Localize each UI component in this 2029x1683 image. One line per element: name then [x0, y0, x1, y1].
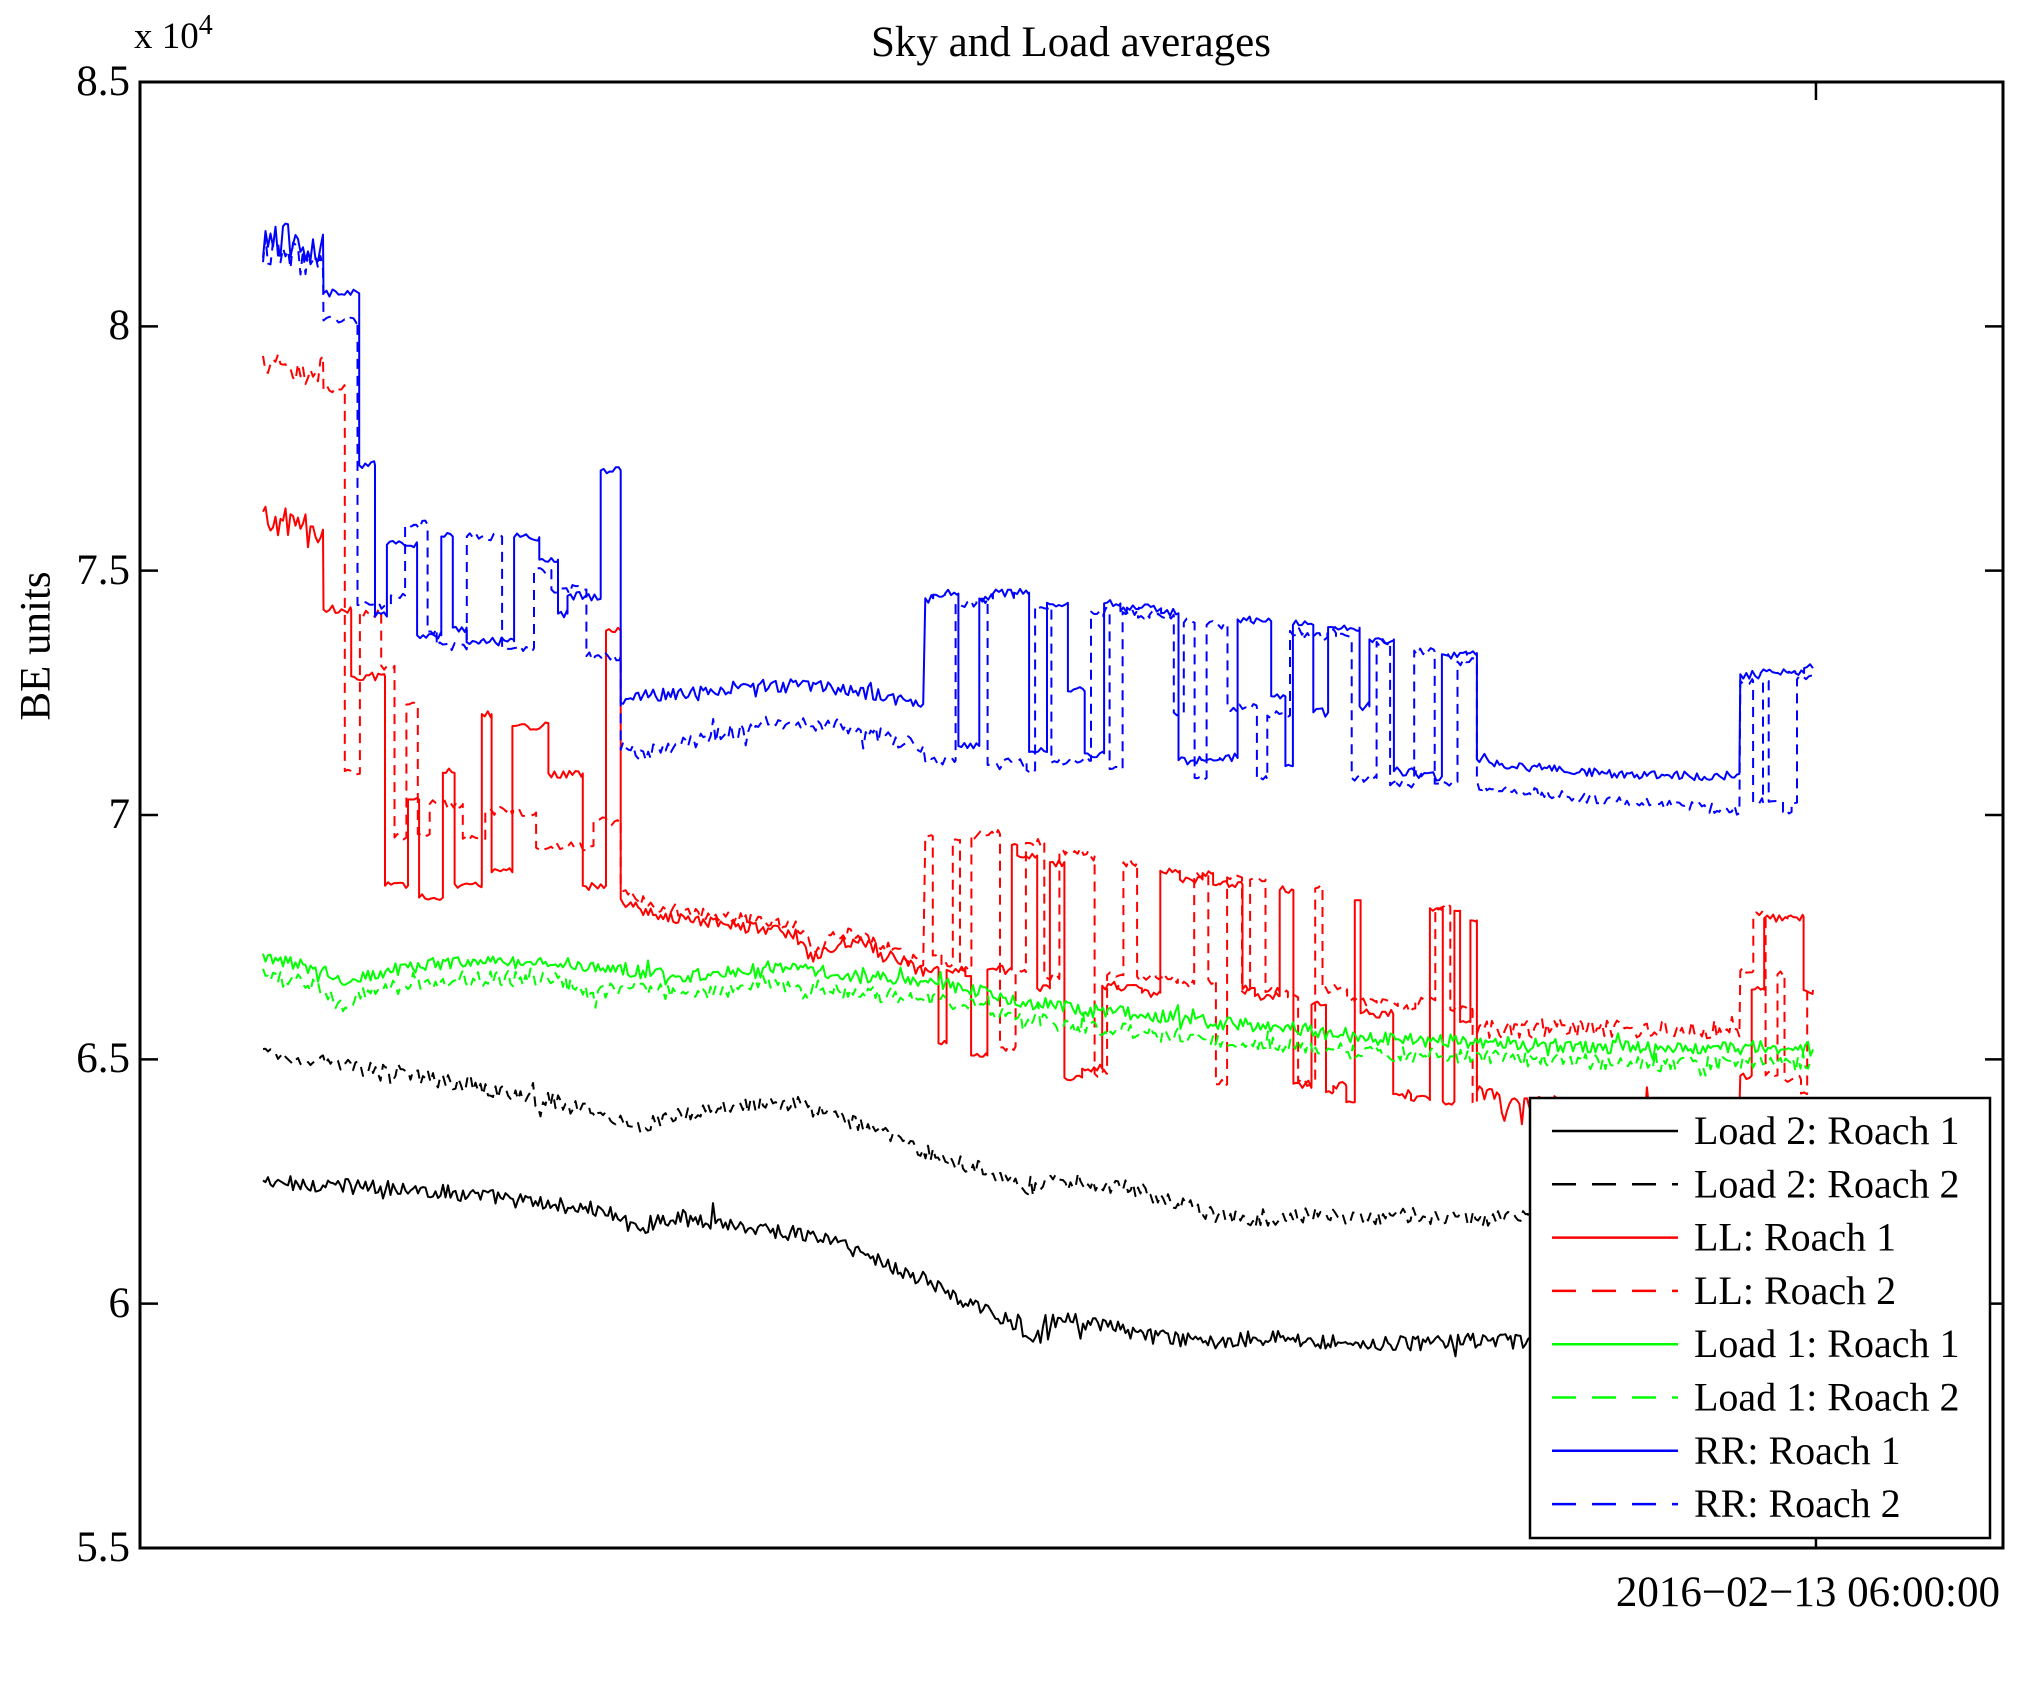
series-rr-roach-2: [262, 236, 1814, 816]
legend-item-label: Load 2: Roach 2: [1694, 1161, 1960, 1206]
legend-item-label: Load 1: Roach 2: [1694, 1375, 1960, 1420]
x-tick-label: 2016−02−13 06:00:00: [1615, 1569, 2000, 1616]
legend-item-label: RR: Roach 2: [1694, 1481, 1901, 1526]
series-load-1-roach-2: [262, 967, 1814, 1077]
series-load-1-roach-1: [262, 953, 1814, 1061]
legend-item-label: RR: Roach 1: [1694, 1428, 1901, 1473]
series-ll-roach-2: [262, 353, 1814, 1106]
y-axis-exponent: x 104: [134, 10, 213, 58]
y-tick-label: 5.5: [76, 1524, 130, 1571]
y-tick-label: 6.5: [76, 1035, 130, 1083]
legend-item-label: Load 1: Roach 1: [1694, 1321, 1960, 1366]
legend-box: [1528, 1096, 1992, 1540]
y-tick-label: 8.5: [76, 58, 130, 105]
legend-item-label: LL: Roach 1: [1694, 1215, 1896, 1260]
y-exponent-power: 4: [198, 10, 213, 41]
legend-item-label: Load 2: Roach 1: [1694, 1108, 1960, 1153]
series-rr-roach-1: [262, 222, 1814, 782]
y-tick-label: 8: [108, 302, 131, 350]
series-ll-roach-1: [262, 505, 1814, 1129]
y-tick-label: 6: [108, 1279, 131, 1327]
legend-item-label: LL: Roach 2: [1694, 1268, 1896, 1313]
y-tick-label: 7.5: [76, 546, 130, 594]
legend: Load 2: Roach 1 Load 2: Roach 2 LL: Roach …: [1528, 1096, 1992, 1540]
chart-title: Sky and Load averages: [871, 19, 1271, 66]
y-tick-label: 7: [108, 791, 131, 838]
series-load-2-roach-2: [262, 1047, 1814, 1232]
y-exponent-prefix: x 10: [134, 16, 199, 57]
